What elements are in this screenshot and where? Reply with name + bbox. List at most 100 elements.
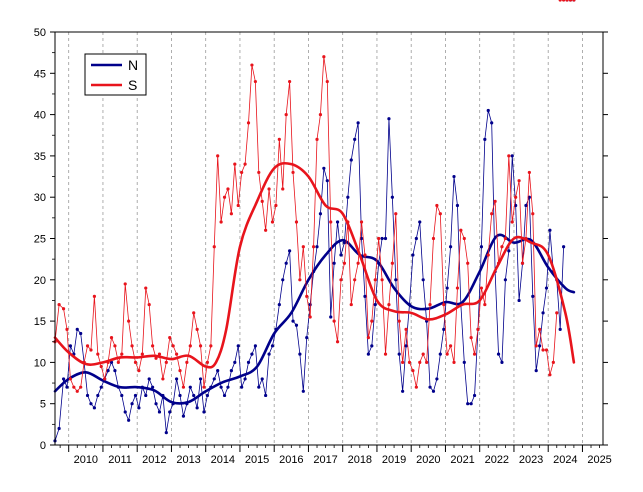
- series-s-point: [462, 236, 466, 241]
- series-s-point: [370, 319, 374, 323]
- series-s-trend: [53, 161, 576, 369]
- x-tick-label-2025: 2025: [587, 454, 611, 466]
- series-n-point: [335, 220, 340, 224]
- series-n-point: [452, 174, 456, 179]
- series-n-point: [99, 385, 103, 389]
- series-n-point: [157, 410, 162, 414]
- series-n-point: [472, 393, 477, 398]
- series-s-point: [401, 360, 405, 364]
- series-n-point: [294, 323, 299, 327]
- series-s-point: [339, 278, 343, 282]
- series-s-point: [178, 369, 182, 373]
- y-tick-label-10: 10: [34, 357, 46, 369]
- series-s-point: [65, 327, 69, 331]
- x-tick-label-2024: 2024: [553, 454, 577, 466]
- series-n-point: [479, 245, 484, 249]
- series-n-point: [79, 331, 83, 336]
- series-s-point: [243, 162, 247, 166]
- series-s-point: [130, 344, 134, 348]
- legend-label-s: S: [128, 77, 137, 93]
- series-n-point: [120, 393, 124, 398]
- series-n-point: [496, 352, 501, 356]
- series-s-point: [377, 236, 381, 241]
- series-n-point: [329, 315, 333, 319]
- series-s-point: [267, 187, 271, 191]
- x-axis: 2010 2011 2012 2013 2014 2015 2016 2017 2018 2019…: [59, 445, 612, 466]
- series-n-point: [562, 245, 566, 249]
- series-n-point: [308, 302, 312, 307]
- series-s-point: [555, 311, 559, 315]
- series-n-point: [359, 236, 364, 241]
- series-s-point: [240, 170, 244, 175]
- x-tick-label-2014: 2014: [211, 454, 235, 466]
- series-n-point: [411, 253, 415, 257]
- series-n-point: [538, 344, 542, 348]
- series-s-point: [322, 55, 326, 59]
- series-n-point: [246, 360, 251, 364]
- series-n-point: [281, 278, 285, 282]
- series-s-point: [246, 121, 251, 125]
- series-s-point: [250, 63, 254, 67]
- series-n-point: [288, 249, 292, 253]
- y-tick-label-20: 20: [34, 275, 46, 287]
- series-s-point: [270, 220, 275, 224]
- series-s-point: [565, 0, 569, 2]
- x-tick-label-2022: 2022: [485, 454, 509, 466]
- series-n-point: [137, 406, 141, 410]
- series-s-point: [394, 212, 398, 216]
- series-n-point: [253, 344, 257, 348]
- series-s-point: [308, 315, 312, 319]
- series-n-point: [195, 406, 199, 410]
- series-n-point: [133, 393, 138, 398]
- series-n-point: [442, 327, 446, 331]
- series-s-point: [192, 311, 196, 315]
- series-n-point: [490, 121, 494, 125]
- series-s-point: [113, 344, 117, 348]
- y-tick-label-40: 40: [34, 110, 46, 122]
- series-s-point: [332, 319, 336, 323]
- series-n-point: [205, 393, 210, 398]
- series-s-point: [329, 220, 333, 224]
- series-n-point: [75, 327, 79, 331]
- series-n-point: [154, 402, 158, 406]
- x-tick-label-2012: 2012: [142, 454, 166, 466]
- x-tick-label-2021: 2021: [450, 454, 474, 466]
- series-n-point: [96, 393, 100, 398]
- y-tick-label-0: 0: [40, 440, 46, 452]
- series-s-point: [85, 344, 90, 348]
- legend: N S: [84, 53, 147, 96]
- series-s-point: [195, 327, 199, 331]
- series-s-point: [387, 302, 391, 307]
- series-n-point: [486, 108, 490, 113]
- series-s-point: [507, 154, 511, 158]
- series-layer: [53, 0, 576, 443]
- series-s-point: [414, 385, 418, 389]
- series-n-point: [92, 406, 96, 410]
- series-n-point: [260, 377, 264, 381]
- series-s-point: [541, 348, 545, 352]
- series-s-point: [99, 364, 103, 369]
- series-n-point: [188, 385, 192, 389]
- series-s-point: [103, 377, 107, 381]
- series-s-point: [257, 170, 261, 175]
- series-n-point: [558, 327, 562, 331]
- series-s-point: [363, 253, 367, 257]
- series-n-point: [212, 377, 216, 381]
- series-s-point: [568, 0, 573, 2]
- series-s-point: [157, 352, 162, 356]
- series-s-point: [380, 278, 384, 282]
- series-s-point: [168, 336, 172, 340]
- series-n-point: [257, 385, 261, 389]
- series-s-point: [260, 199, 264, 203]
- series-n-point: [387, 117, 391, 121]
- series-n-point: [85, 393, 90, 398]
- series-n-point: [373, 302, 377, 307]
- series-s-point: [472, 352, 477, 356]
- series-s-point: [68, 377, 73, 381]
- series-s-point: [425, 360, 429, 364]
- series-s-point: [181, 385, 186, 389]
- series-n-point: [219, 385, 223, 389]
- series-n-point: [517, 298, 521, 303]
- series-s-point: [325, 79, 329, 84]
